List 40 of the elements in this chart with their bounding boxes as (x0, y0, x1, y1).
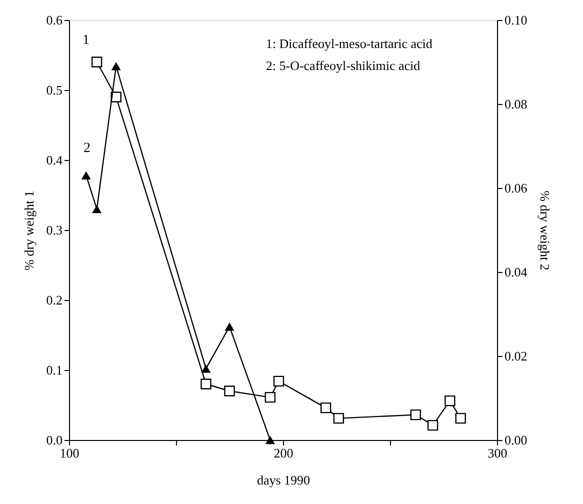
y2-tick-label: 0.08 (504, 96, 528, 112)
point (200, 378, 212, 390)
point (224, 386, 235, 396)
y2-axis-title: % dry weight 2 (537, 190, 552, 270)
x-tick-label: 200 (274, 446, 294, 460)
point (92, 204, 102, 214)
y2-tick-label: 0.02 (504, 348, 528, 364)
x-axis-title: days 1990 (256, 472, 310, 488)
y-tick-label: 0.6 (46, 12, 63, 28)
point (265, 436, 275, 444)
point (273, 376, 284, 387)
annotation: 1 (82, 33, 90, 48)
point (201, 364, 211, 373)
annotation: 2: 5-O-caffeoyl-shikimic acid (266, 58, 421, 73)
y2-tick-label: 0.00 (504, 432, 528, 448)
y-axis-title: % dry weight 1 (21, 190, 36, 270)
y-tick-label: 0.4 (46, 152, 63, 168)
point (410, 409, 422, 420)
annotation: 1: Dicaffeoyl-meso-tartaric acid (266, 36, 433, 51)
x-tick-label: 300 (488, 446, 508, 460)
point (444, 395, 456, 406)
point (224, 322, 234, 331)
x-tick-label: 100 (60, 446, 80, 460)
point (91, 56, 102, 68)
y2-tick-label: 0.06 (504, 180, 528, 196)
y2-tick-label: 0.10 (504, 12, 528, 28)
point (264, 392, 276, 403)
annotation: 2 (84, 141, 90, 156)
point (111, 62, 121, 70)
y-tick-label: 0.1 (46, 362, 62, 378)
point (333, 412, 344, 424)
point (320, 402, 332, 414)
y-tick-label: 0.3 (46, 222, 62, 238)
y-tick-label: 0.0 (46, 432, 62, 448)
point (81, 171, 91, 180)
y-tick-label: 0.5 (46, 82, 62, 98)
y2-tick-label: 0.04 (504, 264, 528, 280)
y-tick-label: 0.2 (46, 292, 62, 308)
point (427, 420, 438, 431)
point (455, 412, 466, 424)
